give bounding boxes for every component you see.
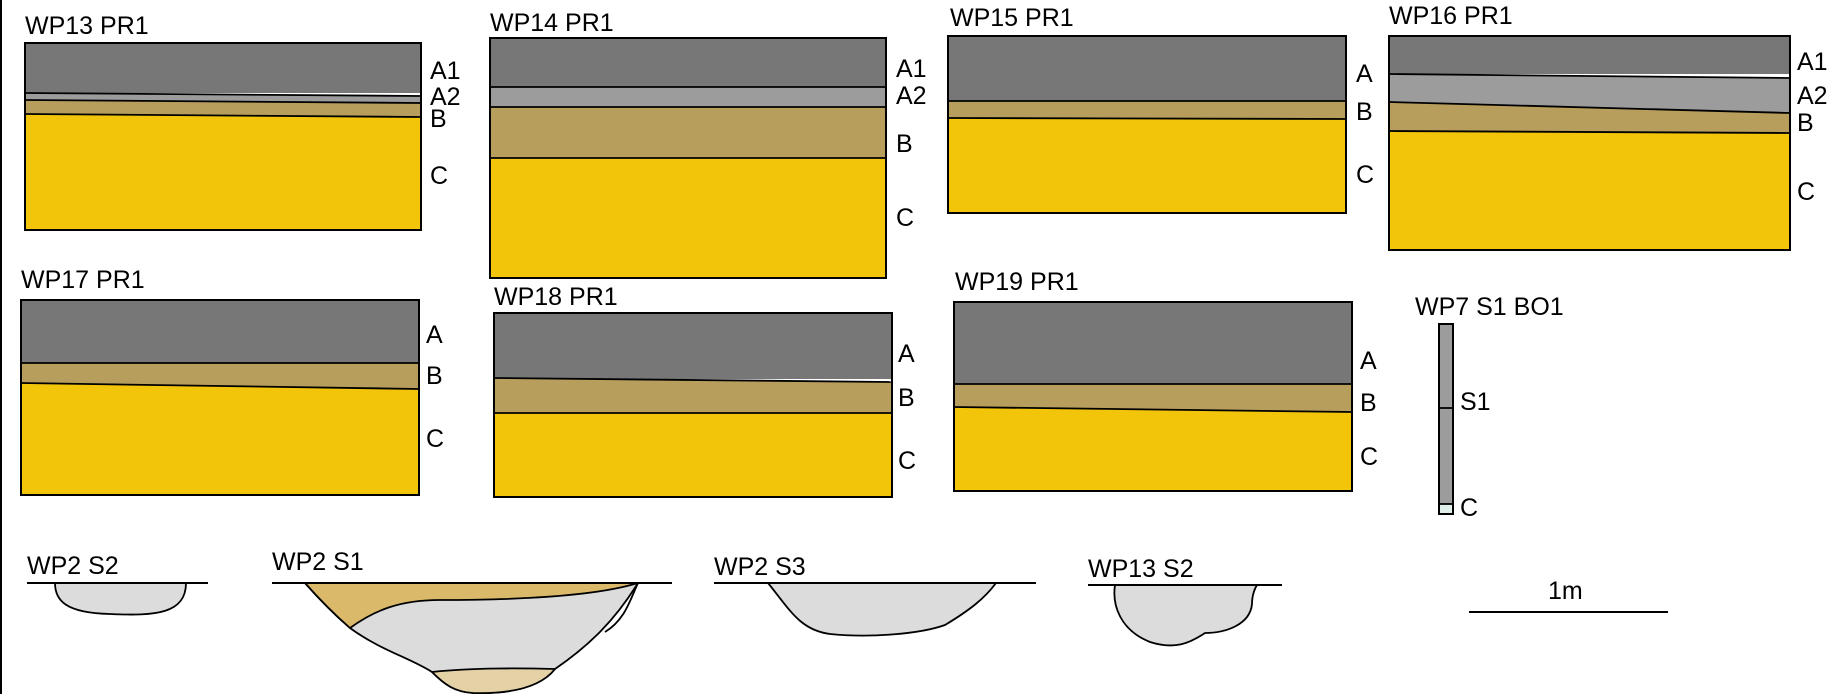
horizon-label: C (426, 425, 444, 453)
horizon-label: B (896, 130, 913, 158)
feature-fill (766, 582, 998, 637)
profile-title: WP18 PR1 (494, 283, 618, 311)
profile-title: WP19 PR1 (955, 268, 1079, 296)
layer-S1 (1439, 324, 1453, 504)
layer-A1 (490, 38, 886, 87)
horizon-label: A (426, 321, 443, 349)
profile-wp18-pr1: WP18 PR1 A B C (493, 283, 916, 498)
profile-wp13-pr1: WP13 PR1 A1 A2 B C (24, 12, 461, 231)
horizon-label: S1 (1460, 388, 1491, 416)
horizon-label: A1 (896, 55, 927, 83)
horizon-label: C (430, 162, 448, 190)
feature-fill-tan (303, 582, 639, 630)
horizon-label: A (898, 340, 915, 368)
layer-C-small (1439, 504, 1453, 514)
layer-C (948, 118, 1346, 213)
profile-title: WP15 PR1 (950, 4, 1074, 32)
section-wp13-s2: WP13 S2 (1088, 555, 1282, 647)
profile-wp16-pr1: WP16 PR1 A1 A2 B C (1388, 2, 1828, 251)
layer-B (490, 107, 886, 158)
horizon-label: C (1460, 494, 1478, 522)
section-title: WP2 S1 (272, 548, 364, 576)
layer-A (948, 36, 1346, 101)
horizon-label: A1 (1797, 48, 1828, 76)
profile-title: WP7 S1 BO1 (1415, 293, 1564, 321)
layer-C (25, 114, 421, 230)
horizon-label: A (1360, 347, 1377, 375)
section-wp2-s3: WP2 S3 (714, 553, 1036, 637)
layer-C (21, 383, 419, 495)
layer-A2 (1389, 74, 1790, 113)
layer-C (954, 407, 1352, 491)
profile-wp7-s1-bo1: WP7 S1 BO1 S1 C (1415, 293, 1564, 522)
layer-C (494, 413, 892, 497)
section-wp2-s1: WP2 S1 (272, 548, 672, 694)
profile-title: WP17 PR1 (21, 266, 145, 294)
horizon-label: B (1797, 109, 1814, 137)
scale-bar: 1m (1469, 577, 1668, 613)
layer-C (490, 158, 886, 278)
section-title: WP2 S2 (27, 552, 119, 580)
profile-wp17-pr1: WP17 PR1 A B C (20, 266, 444, 496)
profile-wp15-pr1: WP15 PR1 A B C (947, 4, 1374, 214)
horizon-label: B (426, 362, 443, 390)
profile-wp19-pr1: WP19 PR1 A B C (953, 268, 1378, 492)
profile-wp14-pr1: WP14 PR1 A1 A2 B C (489, 9, 927, 279)
feature-fill (1113, 584, 1259, 647)
profile-title: WP13 PR1 (25, 12, 149, 40)
layer-A (21, 300, 419, 363)
section-title: WP2 S3 (714, 553, 806, 581)
section-title: WP13 S2 (1088, 555, 1194, 583)
scale-bar-label: 1m (1548, 577, 1583, 605)
feature-fill-pale (430, 667, 557, 694)
horizon-label: A2 (896, 82, 927, 110)
layer-A1 (1389, 36, 1790, 74)
horizon-label: C (898, 447, 916, 475)
layer-A (494, 313, 892, 379)
horizon-label: C (1360, 443, 1378, 471)
layer-B (948, 101, 1346, 119)
layer-B (1389, 102, 1790, 133)
profile-title: WP14 PR1 (490, 9, 614, 37)
layer-B (21, 363, 419, 389)
horizon-label: A (1356, 60, 1373, 88)
profile-title: WP16 PR1 (1389, 2, 1513, 30)
feature-fill (54, 582, 187, 616)
layer-A (954, 302, 1352, 384)
layer-A2 (490, 87, 886, 107)
layer-A1 (25, 43, 421, 93)
horizon-label: A1 (430, 57, 461, 85)
layer-B (954, 384, 1352, 412)
section-wp2-s2: WP2 S2 (27, 552, 208, 616)
horizon-label: C (1356, 161, 1374, 189)
horizon-label: A2 (430, 83, 461, 111)
layer-B (494, 378, 892, 413)
layer-C (1389, 131, 1790, 250)
horizon-label: B (430, 105, 447, 133)
horizon-label: B (898, 384, 915, 412)
horizon-label: A2 (1797, 82, 1828, 110)
layer-B (25, 100, 421, 117)
horizon-label: B (1360, 389, 1377, 417)
horizon-label: C (1797, 178, 1815, 206)
horizon-label: B (1356, 98, 1373, 126)
horizon-label: C (896, 204, 914, 232)
